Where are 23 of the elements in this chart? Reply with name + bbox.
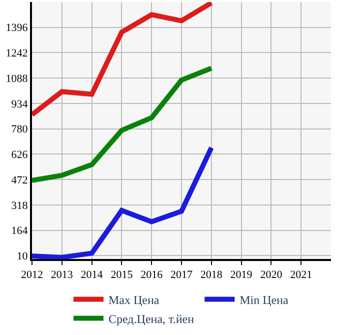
y-tick-label: 1242	[6, 48, 28, 60]
y-tick-label: 472	[11, 174, 28, 186]
x-tick-label: 2017	[170, 269, 193, 282]
x-tick-label: 2013	[50, 269, 74, 282]
legend-label: Сред.Цена, т.йен	[108, 312, 195, 326]
y-tick-label: 1088	[6, 72, 28, 85]
y-tick-label: 1396	[6, 22, 28, 34]
y-tick-label: 318	[11, 200, 28, 212]
y-tick-label: 164	[11, 225, 28, 238]
legend-label: Max Цена	[108, 292, 160, 307]
y-tick-label: 10	[16, 250, 28, 263]
legend-label: Min Цена	[240, 292, 290, 307]
x-tick-label: 2016	[140, 269, 164, 282]
x-tick-label: 2015	[110, 269, 134, 282]
x-tick-label: 2014	[80, 269, 104, 282]
y-tick-label: 780	[11, 124, 28, 136]
x-tick-label: 2012	[21, 269, 43, 282]
x-tick-label: 2019	[230, 269, 253, 282]
x-tick-label: 2021	[290, 269, 312, 282]
y-tick-label: 626	[11, 149, 28, 162]
x-tick-label: 2018	[200, 269, 223, 282]
x-tick-label: 2020	[260, 269, 283, 282]
y-tick-label: 934	[11, 98, 28, 110]
